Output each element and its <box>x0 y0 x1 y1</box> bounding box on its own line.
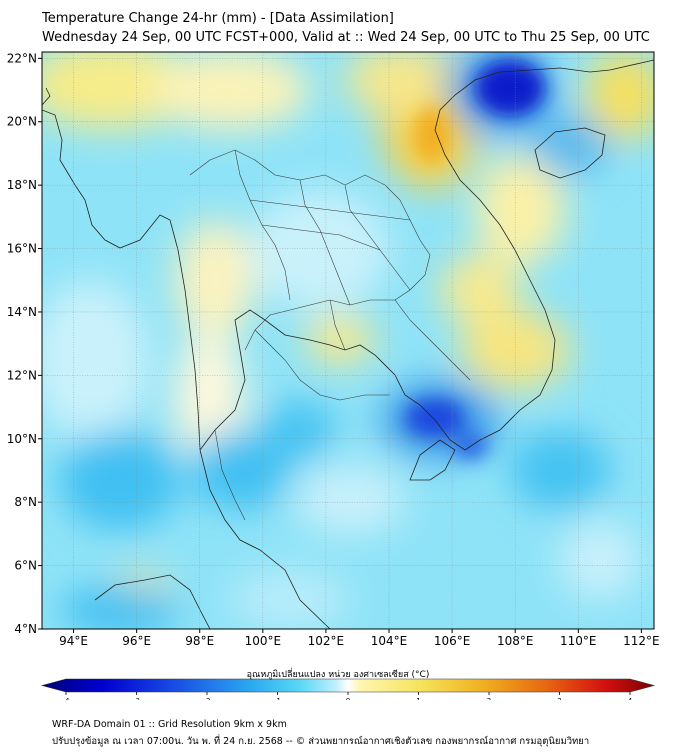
lat-tick-label: 16°N <box>7 242 37 256</box>
lon-tick-label: 96°E <box>122 634 151 648</box>
colorbar-tick-label: 4 <box>628 697 633 700</box>
lon-tick-label: 94°E <box>59 634 88 648</box>
colorbar-tick-label: 2 <box>487 697 491 700</box>
lon-tick-label: 100°E <box>245 634 282 648</box>
colorbar-tick-label: 1 <box>416 697 420 700</box>
province-borders <box>189 149 471 521</box>
lat-tick-label: 6°N <box>14 559 37 573</box>
temperature-field <box>42 52 654 629</box>
map-subtitle: Wednesday 24 Sep, 00 UTC FCST+000, Valid… <box>42 30 650 45</box>
colorbar-ticks: -4 -3 -2 -1 0 1 2 3 4 <box>63 692 633 700</box>
lat-tick-label: 8°N <box>14 495 37 509</box>
colorbar: -4 -3 -2 -1 0 1 2 3 4 <box>40 678 656 700</box>
map-frame <box>41 51 655 630</box>
lat-tick-label: 12°N <box>7 368 37 382</box>
map-title: Temperature Change 24-hr (mm) - [Data As… <box>42 11 394 26</box>
colorbar-tick-label: -3 <box>133 697 140 700</box>
lon-tick-label: 110°E <box>560 634 597 648</box>
colorbar-tick-label: -1 <box>274 697 281 700</box>
lon-tick-label: 108°E <box>497 634 534 648</box>
footer-update-info: ปรับปรุงข้อมูล ณ เวลา 07:00น. วัน พ. ที่… <box>52 736 590 747</box>
lat-tick-label: 22°N <box>7 51 37 65</box>
lat-tick-label: 10°N <box>7 432 37 446</box>
lon-tick-label: 106°E <box>434 634 471 648</box>
lat-tick-label: 14°N <box>7 305 37 319</box>
colorbar-tick-label: 3 <box>557 697 561 700</box>
lon-tick-label: 98°E <box>185 634 214 648</box>
lon-tick-label: 112°E <box>623 634 660 648</box>
colorbar-tick-label: -2 <box>204 697 211 700</box>
colorbar-tick-label: 0 <box>346 697 350 700</box>
lat-tick-label: 4°N <box>14 622 37 636</box>
colorbar-tick-label: -4 <box>63 697 71 700</box>
lat-tick-label: 18°N <box>7 178 37 192</box>
footer-domain-info: WRF-DA Domain 01 :: Grid Resolution 9km … <box>52 719 287 730</box>
lon-tick-label: 102°E <box>308 634 345 648</box>
temperature-change-map: 22°N 20°N 18°N 16°N 14°N 12°N 10°N 8°N 6°N 4°N 94°… <box>7 51 660 700</box>
colorbar-label: อุณหภูมิเปลี่ยนแปลง หน่วย องศาเซลเซียส (… <box>246 670 430 680</box>
axis-ticks: 22°N 20°N 18°N 16°N 14°N 12°N 10°N 8°N 6°N 4°N 94°… <box>7 51 660 648</box>
lon-tick-label: 104°E <box>371 634 408 648</box>
lat-tick-label: 20°N <box>7 115 37 129</box>
